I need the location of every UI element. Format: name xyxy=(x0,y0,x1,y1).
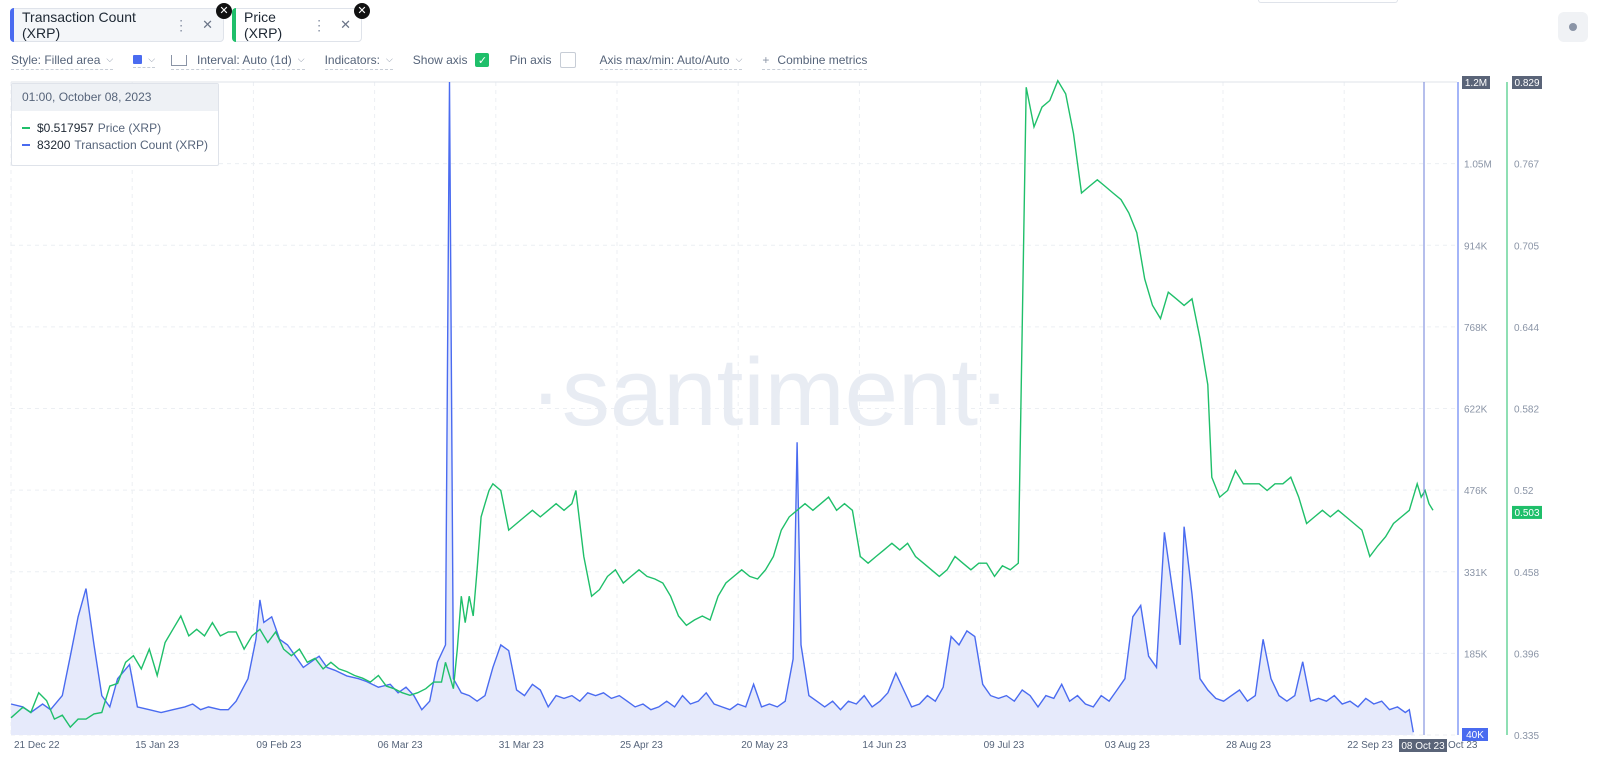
right-axis-tick-label: 0.705 xyxy=(1514,241,1539,252)
x-axis-tick-label: 14 Jun 23 xyxy=(862,740,906,751)
pin-axis-label: Pin axis xyxy=(509,53,552,67)
left-axis-tick-label: 914K xyxy=(1464,241,1488,252)
remove-icon[interactable]: ✕ xyxy=(340,17,351,32)
tab-label: Transaction Count (XRP) xyxy=(22,9,136,41)
transaction-count-line xyxy=(10,81,1414,733)
price-line xyxy=(10,79,1434,729)
x-axis-tick-label: 09 Feb 23 xyxy=(256,740,301,751)
right-axis-tick-label: 0.644 xyxy=(1514,323,1539,334)
tab-label: Price (XRP) xyxy=(244,9,283,41)
left-axis-min-badge xyxy=(1462,728,1488,741)
remove-icon[interactable]: ✕ xyxy=(202,17,213,32)
right-axis-tick-label: 0.582 xyxy=(1514,405,1539,416)
axes: 1.2M 1.05M 914K 768K 622K 476K 331K 185K 40K 0.82… xyxy=(14,76,1542,752)
x-axis-tick-label: 28 Aug 23 xyxy=(1226,740,1271,751)
show-axis-toggle[interactable]: Show axis ✓ xyxy=(413,53,490,69)
tab-price[interactable]: Price (XRP) ⋮ ✕ ✕ xyxy=(232,3,370,42)
legend-dash xyxy=(22,126,30,129)
tab-color-bar xyxy=(10,8,14,42)
chevron-down-icon: ⌵ xyxy=(385,54,393,64)
interval-label: Interval: Auto (1d) xyxy=(197,52,292,67)
right-axis-current-badge xyxy=(1512,505,1542,519)
settings-dot-button[interactable] xyxy=(1558,12,1588,42)
interval-dropdown[interactable]: Interval: Auto (1d) ⌵ xyxy=(171,53,305,70)
style-label: Style: Filled area xyxy=(11,52,101,67)
hover-tooltip: 01:00, October 08, 2023 $0.517957 Price … xyxy=(11,83,219,166)
x-axis-tick-label: 20 May 23 xyxy=(741,740,788,751)
close-circle-icon[interactable]: ✕ xyxy=(216,3,232,19)
dot-icon xyxy=(1569,23,1577,31)
right-axis-tick-label: 0.396 xyxy=(1514,649,1539,660)
tab-color-bar xyxy=(232,8,236,42)
chevron-down-icon: ⌵ xyxy=(106,54,114,64)
left-axis-tick-label: 622K xyxy=(1464,405,1488,416)
checkbox-unchecked-icon[interactable] xyxy=(559,52,576,68)
axis-maxmin-label: Axis max/min: Auto/Auto xyxy=(599,52,730,67)
right-axis-tick-label: 0.52 xyxy=(1514,486,1534,497)
x-axis-tick-label: 03 Aug 23 xyxy=(1105,740,1150,751)
color-swatch-icon xyxy=(133,55,143,64)
left-axis-tick-label: 768K xyxy=(1464,323,1488,334)
metric-tabs: Transaction Count (XRP) ⋮ ✕ ✕ Price (XRP… xyxy=(10,3,370,42)
chart-toolbar: Style: Filled area ⌵ ⌵ Interval: Auto (1d… xyxy=(11,52,887,70)
combine-label: Combine metrics xyxy=(777,52,868,67)
right-axis-tick-label: 0.767 xyxy=(1514,160,1539,171)
left-axis-tick-label: 331K xyxy=(1464,568,1488,579)
color-picker[interactable]: ⌵ xyxy=(133,54,156,68)
combine-metrics-button[interactable]: + Combine metrics xyxy=(762,52,868,70)
x-axis-tick-label: Oct 23 xyxy=(1448,740,1478,751)
tooltip-date: 01:00, October 08, 2023 xyxy=(12,84,218,111)
left-axis-tick-label: 1.05M xyxy=(1464,160,1492,171)
axis-maxmin-dropdown[interactable]: Axis max/min: Auto/Auto ⌵ xyxy=(599,52,743,70)
left-axis-tick-label: 1.2M xyxy=(1465,78,1487,89)
kebab-menu-icon[interactable]: ⋮ xyxy=(312,16,327,33)
chevron-down-icon: ⌵ xyxy=(297,54,305,64)
x-axis-tick-label: 22 Sep 23 xyxy=(1347,740,1393,751)
left-axis-tick-label: 476K xyxy=(1464,486,1488,497)
tab-transaction-count[interactable]: Transaction Count (XRP) ⋮ ✕ ✕ xyxy=(10,3,232,42)
close-circle-icon[interactable]: ✕ xyxy=(354,3,370,19)
legend-dash xyxy=(22,143,30,146)
right-axis-tick-label: 0.458 xyxy=(1514,568,1539,579)
x-axis-tick-label: 21 Dec 22 xyxy=(14,740,60,751)
x-axis-tick-label: 15 Jan 23 xyxy=(135,740,179,751)
indicators-label: Indicators: xyxy=(324,52,380,67)
show-axis-label: Show axis xyxy=(412,53,468,67)
indicators-dropdown[interactable]: Indicators: ⌵ xyxy=(324,52,393,70)
x-axis-tick-label: 31 Mar 23 xyxy=(499,740,544,751)
tooltip-tx-value: 83200 xyxy=(37,137,71,152)
checkbox-checked-icon[interactable]: ✓ xyxy=(475,53,490,67)
tooltip-tx-row: 83200 Transaction Count (XRP) xyxy=(12,136,218,153)
watermark: ·santiment· xyxy=(530,339,1010,446)
x-axis-tick-label: 06 Mar 23 xyxy=(378,740,423,751)
pin-axis-toggle[interactable]: Pin axis xyxy=(509,52,576,70)
left-axis-tick-label: 185K xyxy=(1464,649,1488,660)
plus-icon: + xyxy=(762,52,770,67)
right-axis-current-value: 0.503 xyxy=(1514,508,1539,519)
x-axis-tick-label: 09 Jul 23 xyxy=(984,740,1025,751)
chevron-down-icon: ⌵ xyxy=(735,54,743,64)
kebab-menu-icon[interactable]: ⋮ xyxy=(174,16,189,33)
x-axis-tick-label: 25 Apr 23 xyxy=(620,740,663,751)
tooltip-price-label: Price (XRP) xyxy=(97,120,162,135)
x-axis-cursor-label: 08 Oct 23 xyxy=(1401,741,1445,752)
tooltip-price-row: $0.517957 Price (XRP) xyxy=(12,119,218,136)
style-dropdown[interactable]: Style: Filled area ⌵ xyxy=(11,52,114,70)
tooltip-price-value: $0.517957 xyxy=(37,120,94,135)
right-axis-tick-label: 0.829 xyxy=(1514,78,1539,89)
right-axis-tick-label: 0.335 xyxy=(1514,731,1539,742)
top-panel-stub xyxy=(1258,0,1398,3)
x-axis-cursor-badge xyxy=(1399,739,1447,752)
left-axis-tick-label: 40K xyxy=(1466,730,1484,741)
tooltip-tx-label: Transaction Count (XRP) xyxy=(74,137,208,152)
interval-icon xyxy=(171,55,188,66)
right-axis-max-badge xyxy=(1512,76,1542,89)
left-axis-max-badge xyxy=(1462,76,1490,89)
chevron-down-icon: ⌵ xyxy=(148,54,156,64)
